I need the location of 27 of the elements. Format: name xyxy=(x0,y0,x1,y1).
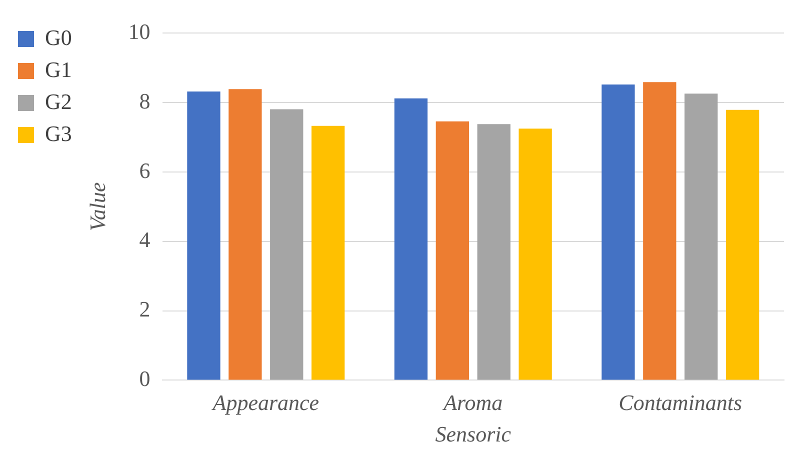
x-axis-title: Sensoric xyxy=(435,422,512,447)
legend-label: G1 xyxy=(45,56,72,82)
x-tick-label: Appearance xyxy=(210,390,320,416)
bar xyxy=(477,124,510,380)
bar xyxy=(270,109,304,380)
x-tick-label: Aroma xyxy=(442,390,503,416)
bar xyxy=(602,84,635,380)
x-tick-label: Contaminants xyxy=(618,390,742,416)
bar xyxy=(518,128,552,380)
y-tick-label: 0 xyxy=(139,366,150,391)
y-tick-label: 6 xyxy=(139,158,150,183)
y-tick-label: 10 xyxy=(128,18,150,44)
y-axis-title: Value xyxy=(84,182,110,232)
bar xyxy=(436,121,469,380)
bar xyxy=(394,98,428,380)
legend-label: G2 xyxy=(45,88,72,114)
bar xyxy=(187,91,220,380)
y-tick-label: 2 xyxy=(139,296,150,322)
bar xyxy=(726,110,760,380)
bar xyxy=(643,82,676,380)
bar xyxy=(684,94,718,380)
bar xyxy=(312,126,345,380)
bar xyxy=(228,89,262,380)
legend-label: G3 xyxy=(45,120,72,146)
y-tick-label: 4 xyxy=(139,227,150,252)
legend-label: G0 xyxy=(45,24,72,50)
y-tick-label: 8 xyxy=(139,88,150,114)
